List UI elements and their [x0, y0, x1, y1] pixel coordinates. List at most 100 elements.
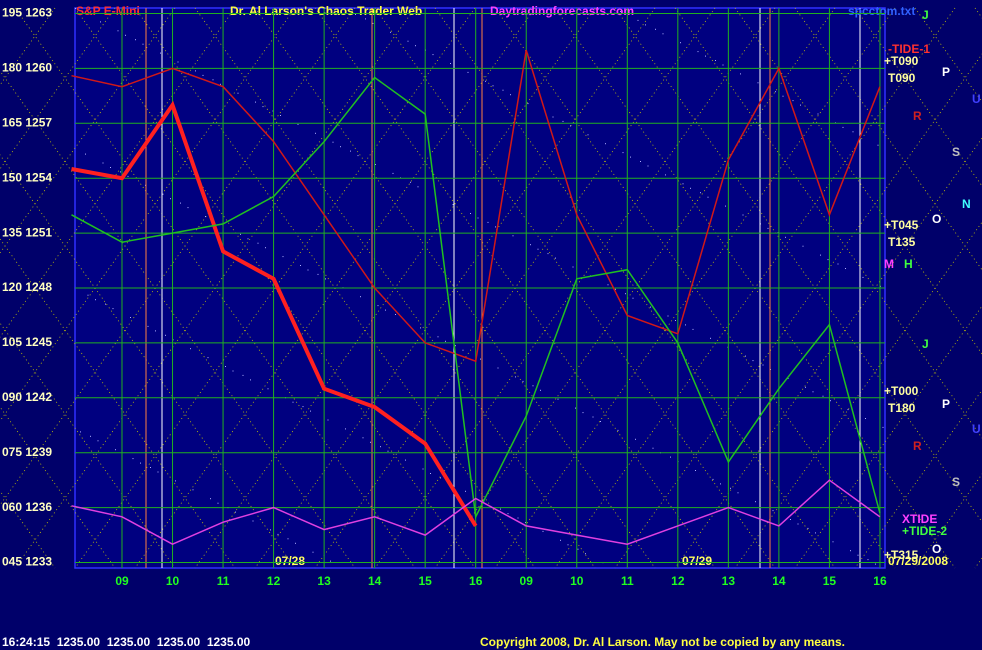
star	[485, 80, 486, 82]
y-tick-label: 090 1242	[2, 390, 52, 404]
right-label: +T000	[884, 384, 919, 398]
star	[257, 242, 259, 244]
star	[867, 559, 869, 561]
lattice-line	[734, 221, 982, 569]
x-tick-label: 11	[621, 574, 634, 588]
star	[417, 186, 419, 188]
star	[140, 462, 141, 464]
star	[240, 233, 241, 235]
planet-label: P	[942, 397, 950, 411]
star	[572, 266, 574, 268]
star	[567, 544, 569, 546]
star	[220, 83, 221, 85]
star	[512, 235, 514, 237]
star	[75, 8, 76, 9]
star	[357, 155, 359, 157]
star	[600, 421, 601, 422]
x-tick-label: 16	[469, 574, 483, 588]
star	[745, 355, 746, 357]
star	[720, 483, 721, 485]
star	[237, 92, 239, 94]
series-line	[71, 49, 881, 363]
star	[317, 273, 319, 275]
star	[690, 187, 691, 189]
star	[522, 380, 524, 382]
star	[202, 74, 204, 76]
star	[242, 374, 244, 376]
star	[462, 349, 464, 351]
star	[880, 285, 881, 287]
planet-label: U	[972, 422, 981, 436]
site-label: Daytradingforecasts.com	[490, 4, 634, 18]
x-tick-label: 10	[570, 574, 584, 588]
star	[187, 207, 189, 209]
star	[332, 141, 334, 143]
star	[500, 508, 501, 510]
star	[465, 490, 466, 492]
star	[100, 21, 101, 23]
star	[482, 499, 484, 501]
star	[487, 221, 489, 223]
star	[210, 498, 211, 500]
star	[370, 441, 371, 443]
star	[740, 73, 741, 75]
star	[592, 416, 594, 418]
date-label: 07/28	[275, 554, 305, 568]
star	[157, 471, 159, 473]
planet-label: N	[962, 197, 971, 211]
star	[772, 510, 774, 512]
star	[420, 327, 421, 329]
planet-label: O	[932, 212, 941, 226]
star	[180, 202, 181, 204]
planet-label: P	[942, 65, 950, 79]
star	[712, 478, 714, 480]
star	[822, 395, 824, 397]
star	[542, 530, 544, 532]
star	[807, 527, 809, 529]
x-tick-label: 15	[823, 574, 837, 588]
y-tick-label: 165 1257	[2, 115, 52, 129]
star	[387, 450, 389, 452]
star	[647, 165, 649, 167]
star	[392, 172, 394, 174]
star	[405, 459, 406, 461]
legend-label: +TIDE-2	[902, 524, 947, 538]
star	[90, 435, 91, 437]
star	[715, 60, 716, 61]
star	[700, 192, 701, 194]
star	[787, 377, 789, 379]
star	[667, 315, 669, 317]
star	[852, 131, 854, 133]
star	[632, 297, 634, 299]
star	[707, 196, 709, 198]
star	[302, 406, 304, 408]
star	[125, 34, 126, 36]
series-line	[71, 76, 881, 520]
star	[112, 308, 114, 310]
star	[120, 171, 121, 173]
star	[775, 91, 776, 93]
planet-label: R	[913, 439, 922, 453]
star	[310, 410, 311, 412]
star	[637, 19, 639, 21]
star	[155, 330, 156, 332]
star	[470, 213, 471, 214]
star	[380, 446, 381, 448]
star	[422, 468, 424, 470]
star	[850, 550, 851, 552]
star	[530, 244, 531, 246]
star	[742, 214, 744, 216]
y-tick-label: 195 1263	[2, 6, 52, 20]
chart-title: S&P E-Mini	[76, 4, 140, 18]
star	[300, 265, 301, 266]
star	[315, 132, 316, 134]
star	[832, 541, 834, 543]
star	[115, 449, 116, 451]
star	[375, 164, 376, 165]
star	[685, 324, 686, 326]
star	[362, 437, 364, 439]
star	[132, 458, 134, 460]
star	[582, 412, 584, 414]
star	[510, 94, 511, 96]
